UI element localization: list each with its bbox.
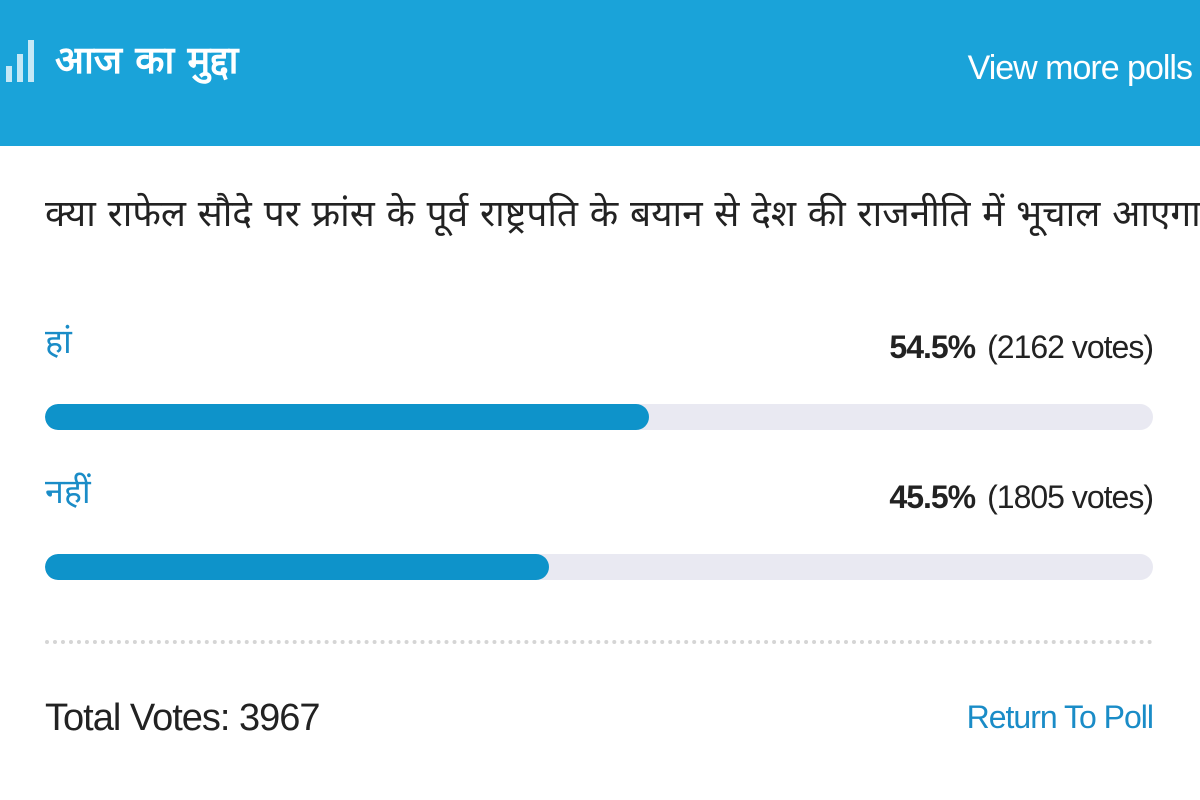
result-bar-fill [45,404,649,430]
dotted-divider [45,640,1153,644]
poll-option-yes: हां 54.5% (2162 votes) [45,322,1154,432]
option-votes: (2162 votes) [987,329,1154,365]
option-label: नहीं [45,472,91,512]
option-label: हां [45,322,72,362]
poll-section-title: आज का मुद्दा [55,38,239,82]
option-stats: 54.5% (2162 votes) [889,328,1154,366]
option-percent: 45.5% [889,479,976,515]
total-votes: Total Votes: 3967 [45,697,321,739]
option-votes: (1805 votes) [987,479,1154,515]
view-more-polls-link[interactable]: View more polls [967,49,1193,87]
return-to-poll-link[interactable]: Return To Poll [966,699,1154,735]
result-bar-track [45,554,1153,580]
bar-chart-icon [6,36,36,82]
option-stats: 45.5% (1805 votes) [889,478,1154,516]
result-bar-fill [45,554,550,580]
result-bar-track [45,404,1153,430]
option-percent: 54.5% [889,329,976,365]
poll-question: क्या राफेल सौदे पर फ्रांस के पूर्व राष्ट… [45,192,1200,235]
poll-header: आज का मुद्दा View more polls [0,0,1200,146]
poll-option-no: नहीं 45.5% (1805 votes) [45,472,1154,582]
